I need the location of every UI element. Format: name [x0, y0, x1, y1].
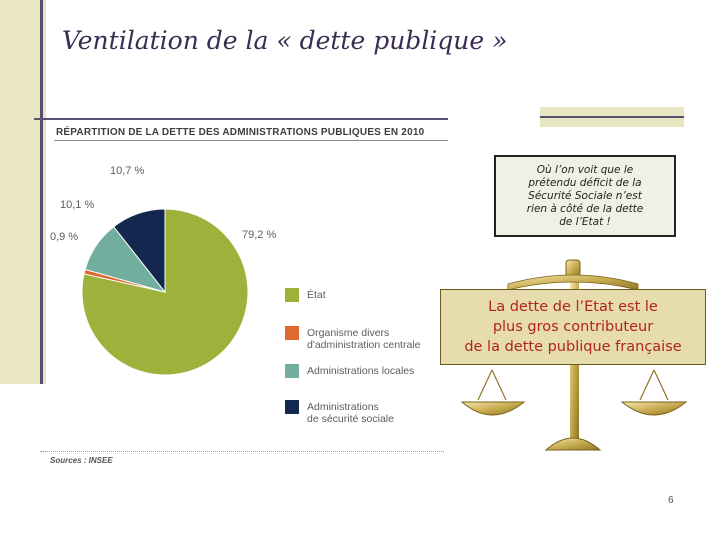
legend-swatch-etat	[285, 288, 299, 302]
page-number: 6	[668, 495, 674, 506]
legend-label-odac: Organisme divers d'administration centra…	[307, 327, 421, 351]
legend-label-asso: Administrations de sécurité sociale	[307, 401, 394, 425]
decorative-left-bar	[0, 0, 46, 384]
chart-header-line	[54, 140, 448, 141]
legend-swatch-asso	[285, 400, 299, 414]
pie-label-apul: 10,1 %	[60, 199, 94, 211]
pie-slice-asso	[112, 208, 166, 294]
chart-footer-divider	[40, 451, 444, 452]
pie-label-asso: 10,7 %	[110, 165, 144, 177]
legend-label-etat: État	[307, 289, 326, 301]
legend-swatch-apul	[285, 364, 299, 378]
callout-text: Où l’on voit que le prétendu déficit de …	[526, 163, 644, 228]
legend-label-apul: Administrations locales	[307, 365, 415, 377]
slide-title: Ventilation de la « dette publique »	[62, 26, 508, 55]
pie-label-odac: 0,9 %	[50, 231, 78, 243]
chart-source: Sources : INSEE	[50, 456, 113, 465]
scale-caption-text: La dette de l’Etat est le plus gros cont…	[464, 299, 682, 355]
scale-caption-box: La dette de l’Etat est le plus gros cont…	[440, 289, 706, 365]
decorative-top-rule	[34, 118, 448, 120]
decorative-top-right-rule	[540, 116, 684, 118]
pie-chart: 79,2 % 0,9 % 10,1 % 10,7 %	[50, 165, 276, 376]
legend-swatch-odac	[285, 326, 299, 340]
decorative-left-rule	[40, 0, 43, 384]
pie-label-etat: 79,2 %	[242, 229, 276, 241]
chart-title: RÉPARTITION DE LA DETTE DES ADMINISTRATI…	[56, 127, 425, 138]
callout-box: Où l’on voit que le prétendu déficit de …	[494, 155, 676, 237]
